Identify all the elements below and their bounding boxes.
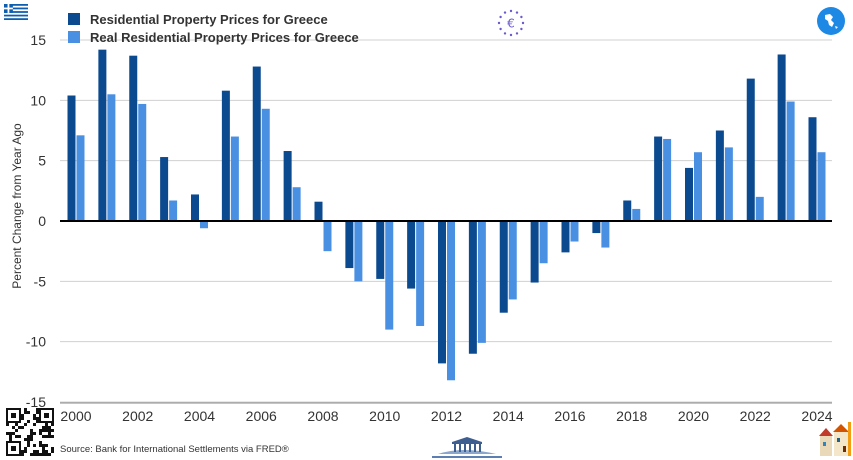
legend-label-real: Real Residential Property Prices for Gre…	[90, 29, 359, 45]
bar-nominal-2002	[129, 55, 138, 221]
x-tick-label: 2014	[493, 408, 524, 424]
bar-series	[67, 49, 826, 381]
legend-swatch-real	[68, 31, 80, 43]
bar-nominal-2005	[221, 90, 230, 222]
bar-nominal-2014	[499, 221, 508, 313]
bar-nominal-2006	[252, 66, 261, 222]
y-tick-label: -5	[34, 273, 47, 289]
bar-real-2023	[786, 101, 795, 221]
x-tick-label: 2018	[616, 408, 647, 424]
bar-nominal-2004	[191, 194, 199, 221]
bar-nominal-2022	[746, 78, 755, 221]
bar-nominal-2021	[715, 130, 724, 221]
bar-real-2009	[354, 221, 363, 282]
bar-real-2021	[724, 147, 733, 221]
x-tick-label: 2024	[801, 408, 832, 424]
y-tick-label: 5	[38, 153, 46, 169]
y-tick-label: 15	[30, 32, 46, 48]
bar-real-2020	[694, 152, 702, 221]
y-tick-labels: 15 10 5 0 -5 -10 -15	[26, 32, 46, 410]
legend-item-real: Real Residential Property Prices for Gre…	[68, 28, 359, 46]
houses-icon	[819, 422, 851, 456]
x-tick-label: 2006	[246, 408, 277, 424]
parthenon-icon	[432, 437, 502, 458]
bar-nominal-2023	[777, 54, 786, 222]
bar-nominal-2016	[561, 221, 570, 253]
legend-item-nominal: Residential Property Prices for Greece	[68, 10, 359, 28]
bar-nominal-2007	[283, 151, 292, 221]
bar-real-2017	[601, 221, 610, 248]
bar-nominal-2019	[654, 136, 663, 221]
bar-real-2011	[416, 221, 425, 326]
legend-label-nominal: Residential Property Prices for Greece	[90, 11, 328, 27]
bar-real-2014	[508, 221, 517, 300]
bar-nominal-2013	[468, 221, 477, 354]
bar-real-2001	[107, 94, 116, 221]
bar-real-2004	[200, 221, 208, 229]
bar-real-2019	[663, 138, 672, 221]
bar-real-2010	[385, 221, 394, 330]
x-tick-labels: 2000 2002 2004 2006 2008 2010 2012 2014 2016 2018…	[60, 402, 833, 424]
greek-flag-icon	[4, 4, 28, 20]
source-note: Source: Bank for International Settlemen…	[60, 444, 289, 455]
bar-real-2024	[817, 152, 826, 221]
bar-real-2008	[323, 221, 332, 252]
x-tick-label: 2002	[122, 408, 153, 424]
bar-nominal-2020	[685, 167, 693, 221]
svg-text:€: €	[507, 17, 515, 31]
x-tick-label: 2004	[184, 408, 215, 424]
x-tick-label: 2000	[60, 408, 91, 424]
bar-nominal-2015	[530, 221, 539, 283]
bar-real-2013	[477, 221, 486, 343]
x-tick-label: 2022	[740, 408, 771, 424]
bar-real-2000	[76, 135, 85, 221]
bar-real-2005	[230, 136, 239, 221]
x-tick-label: 2008	[307, 408, 338, 424]
bar-real-2007	[292, 187, 301, 221]
bar-nominal-2024	[808, 117, 817, 221]
y-tick-label: 10	[30, 92, 46, 108]
bar-nominal-2001	[98, 49, 107, 221]
legend-swatch-nominal	[68, 13, 80, 25]
y-tick-label: -15	[26, 394, 46, 410]
bar-real-2006	[261, 108, 270, 221]
bar-nominal-2003	[160, 157, 169, 221]
bar-real-2016	[570, 221, 579, 242]
y-tick-label: 0	[38, 213, 46, 229]
x-tick-label: 2016	[554, 408, 585, 424]
bar-real-2002	[138, 103, 147, 221]
x-tick-label: 2010	[369, 408, 400, 424]
bar-nominal-2011	[407, 221, 416, 289]
y-tick-label: -10	[26, 334, 46, 350]
bar-nominal-2009	[345, 221, 354, 269]
bar-real-2012	[447, 221, 455, 381]
bar-nominal-2017	[592, 221, 601, 234]
bar-nominal-2010	[376, 221, 385, 279]
legend: Residential Property Prices for Greece R…	[68, 10, 359, 46]
bar-nominal-2012	[438, 221, 446, 364]
greece-map-icon	[817, 7, 845, 35]
bar-real-2018	[632, 208, 641, 221]
x-tick-label: 2020	[678, 408, 709, 424]
bar-nominal-2008	[314, 201, 323, 221]
bar-real-2015	[539, 221, 548, 264]
x-tick-label: 2012	[431, 408, 462, 424]
euro-stars-icon: €	[497, 9, 525, 37]
qr-code-icon	[6, 408, 54, 456]
bar-real-2003	[169, 200, 178, 221]
y-axis-label: Percent Change from Year Ago	[10, 123, 24, 289]
bar-nominal-2000	[67, 95, 76, 221]
bar-nominal-2018	[623, 200, 632, 221]
bar-real-2022	[755, 196, 764, 221]
